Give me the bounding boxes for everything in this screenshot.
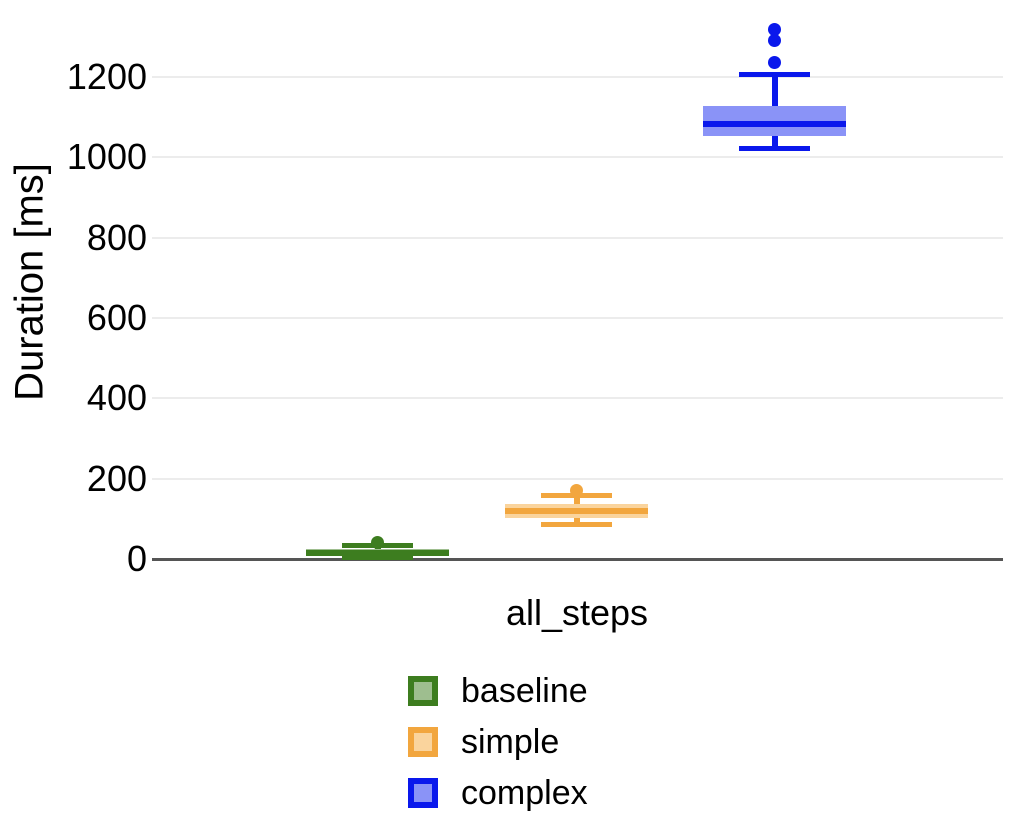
median-line-baseline — [306, 549, 449, 556]
gridline-400 — [152, 397, 1003, 400]
outlier-dot-complex-0 — [768, 56, 781, 70]
legend-item-baseline: baseline — [408, 672, 588, 710]
legend-swatch-complex — [408, 778, 438, 808]
gridline-1200 — [152, 76, 1003, 78]
whisker-stem-lower-simple — [573, 517, 580, 525]
legend: baseline simple complex — [408, 672, 588, 828]
legend-swatch-simple — [408, 727, 438, 757]
box-iqr-complex — [703, 105, 846, 137]
legend-label-complex: complex — [461, 774, 588, 812]
x-axis-zero-line — [152, 558, 1003, 561]
gridline-600 — [152, 317, 1003, 319]
x-axis-title: all_steps — [505, 592, 649, 633]
whisker-cap-min-simple — [541, 521, 613, 527]
gridline-1000 — [152, 156, 1003, 159]
whisker-cap-max-complex — [739, 72, 810, 78]
y-tick-label-1200: 1200 — [66, 56, 147, 97]
y-tick-label-0: 0 — [126, 538, 147, 579]
median-line-complex — [703, 121, 846, 128]
outlier-dot-baseline-0 — [371, 535, 384, 549]
y-tick-label-400: 400 — [86, 377, 147, 419]
median-line-simple — [505, 508, 649, 515]
y-axis-title: Duration [ms] — [7, 163, 52, 401]
whisker-stem-upper-simple — [573, 495, 580, 505]
legend-label-simple: simple — [461, 723, 560, 761]
legend-label-baseline: baseline — [461, 672, 588, 710]
whisker-cap-min-complex — [739, 145, 810, 151]
legend-item-complex: complex — [408, 774, 588, 812]
outlier-dot-complex-2 — [768, 23, 781, 37]
whisker-stem-lower-complex — [771, 136, 778, 149]
outlier-dot-simple-0 — [570, 483, 584, 497]
gridline-200 — [152, 477, 1003, 480]
legend-swatch-baseline — [408, 676, 438, 706]
y-tick-label-800: 800 — [86, 216, 147, 258]
y-tick-label-200: 200 — [86, 457, 147, 499]
outlier-dot-complex-1 — [768, 34, 781, 48]
whisker-stem-upper-complex — [771, 74, 778, 106]
whisker-cap-min-baseline — [342, 555, 413, 561]
gridline-800 — [152, 236, 1003, 239]
y-tick-label-1000: 1000 — [66, 136, 147, 178]
legend-item-simple: simple — [408, 723, 588, 761]
y-tick-label-600: 600 — [86, 297, 147, 338]
